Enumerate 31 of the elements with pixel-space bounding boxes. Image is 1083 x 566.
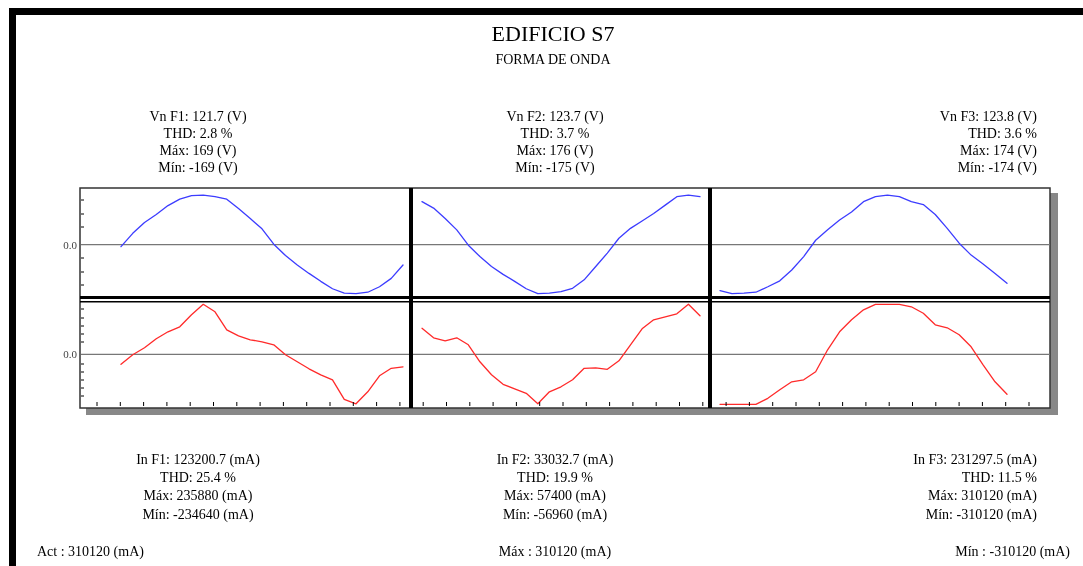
text: Máx: 174 (V) — [960, 143, 1038, 159]
text: THD: 19.9 % — [517, 470, 594, 485]
text: In F3: 231297.5 (mA) — [913, 452, 1038, 468]
text: Mín: -175 (V) — [515, 160, 595, 176]
ref-line-label: 0.0 — [63, 238, 78, 251]
text: THD: 2.8 % — [163, 126, 233, 141]
text: Máx : 310120 (mA) — [498, 544, 612, 560]
text: Máx: 235880 (mA) — [143, 488, 253, 504]
text: In F1: 123200.7 (mA) — [136, 452, 261, 468]
ref-line-label: 0.0 — [63, 348, 78, 361]
text: EDIFICIO S7 — [491, 21, 615, 46]
text: Mín : -310120 (mA) — [955, 544, 1071, 560]
text: Máx: 169 (V) — [159, 143, 237, 159]
text: Vn F3: 123.8 (V) — [939, 109, 1038, 125]
text: Máx: 176 (V) — [516, 143, 594, 159]
text: In F2: 33032.7 (mA) — [496, 452, 614, 468]
text: Mín: -169 (V) — [158, 160, 238, 176]
text: Máx: 57400 (mA) — [504, 488, 607, 504]
text: Act : 310120 (mA) — [37, 544, 145, 560]
text: Máx: 310120 (mA) — [928, 488, 1038, 504]
text: Vn F1: 121.7 (V) — [149, 109, 247, 125]
text: Mín: -234640 (mA) — [142, 507, 254, 523]
text: THD: 3.7 % — [520, 126, 590, 141]
text: FORMA DE ONDA — [495, 52, 612, 67]
text: THD: 25.4 % — [160, 470, 237, 485]
text: Vn F2: 123.7 (V) — [506, 109, 604, 125]
text: THD: 11.5 % — [961, 470, 1038, 485]
text: Mín: -174 (V) — [957, 160, 1038, 176]
text: Mín: -310120 (mA) — [925, 507, 1038, 523]
text: THD: 3.6 % — [968, 126, 1038, 141]
text: Mín: -56960 (mA) — [502, 507, 608, 523]
